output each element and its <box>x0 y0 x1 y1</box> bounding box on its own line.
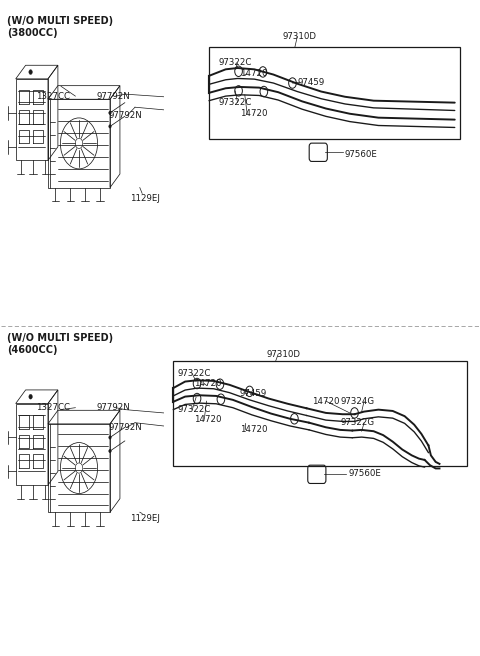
Text: 14720: 14720 <box>194 379 222 388</box>
Text: 1129EJ: 1129EJ <box>130 194 160 203</box>
Text: 97324G: 97324G <box>340 397 374 405</box>
Text: (4600CC): (4600CC) <box>7 345 58 355</box>
Text: 14720: 14720 <box>194 415 222 424</box>
Bar <box>209 47 459 138</box>
Text: 97792N: 97792N <box>97 92 131 100</box>
Text: 1129EJ: 1129EJ <box>130 514 160 523</box>
Text: 97459: 97459 <box>297 78 324 87</box>
Text: 97322C: 97322C <box>218 58 252 68</box>
Text: (3800CC): (3800CC) <box>7 28 58 37</box>
Circle shape <box>109 111 111 115</box>
Circle shape <box>109 436 111 439</box>
Text: 97560E: 97560E <box>345 150 378 159</box>
Text: 14720: 14720 <box>240 110 267 118</box>
Text: 1327CC: 1327CC <box>36 403 70 412</box>
Text: 97322G: 97322G <box>340 419 374 427</box>
Text: 97560E: 97560E <box>349 468 382 478</box>
Text: 97310D: 97310D <box>283 32 317 41</box>
Text: 14720: 14720 <box>312 397 339 405</box>
Circle shape <box>29 70 32 74</box>
Circle shape <box>109 449 111 453</box>
Text: 97792N: 97792N <box>97 403 131 412</box>
Bar <box>173 361 467 466</box>
Text: 97792N: 97792N <box>109 422 143 432</box>
Text: 97459: 97459 <box>240 389 267 398</box>
Text: 97322C: 97322C <box>178 405 211 414</box>
Text: 14720: 14720 <box>240 70 267 79</box>
Text: 97310D: 97310D <box>267 350 301 359</box>
Text: (W/O MULTI SPEED): (W/O MULTI SPEED) <box>7 333 113 343</box>
Text: 97322C: 97322C <box>218 98 252 107</box>
Text: 97322C: 97322C <box>178 369 211 379</box>
Text: (W/O MULTI SPEED): (W/O MULTI SPEED) <box>7 16 113 26</box>
Circle shape <box>29 394 32 399</box>
Text: 97792N: 97792N <box>109 112 143 120</box>
Text: 14720: 14720 <box>240 424 267 434</box>
Text: 1327CC: 1327CC <box>36 92 70 100</box>
Circle shape <box>109 125 111 128</box>
